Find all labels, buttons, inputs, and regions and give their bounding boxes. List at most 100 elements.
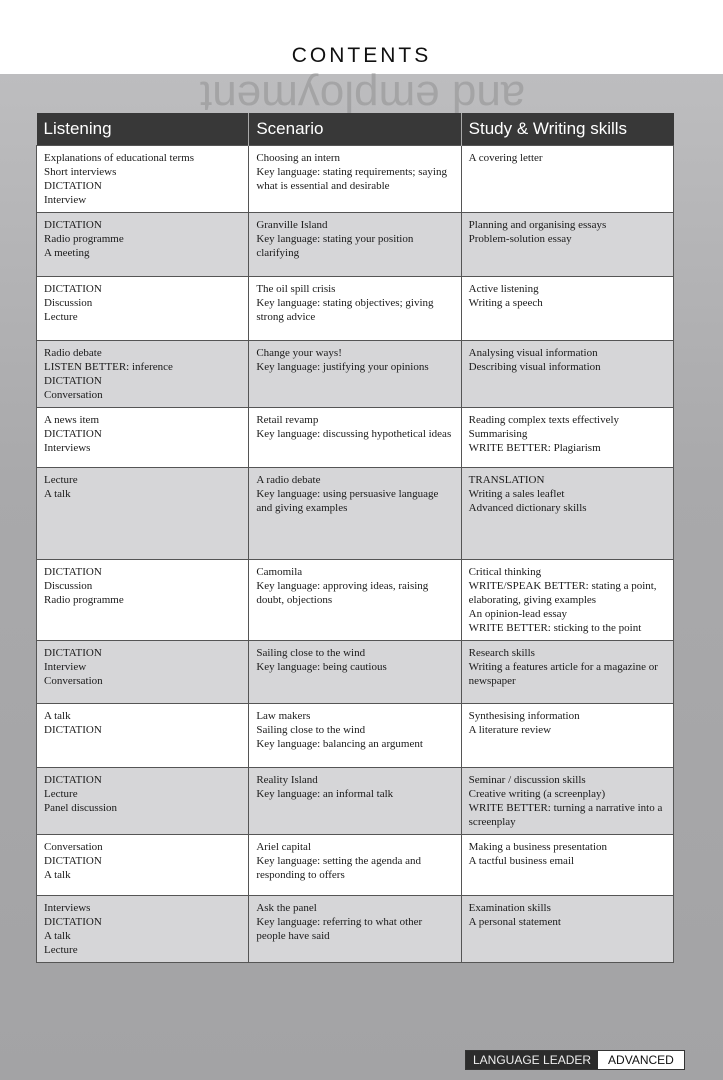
cell-line: Lecture: [44, 474, 78, 486]
cell-line: Planning and organising essays: [468, 219, 607, 231]
cell-line: DICTATION: [44, 916, 102, 928]
cell-study: Making a business presentation A tactful …: [460, 834, 675, 896]
table-row: Lecture A talk A radio debate Key language:…: [35, 467, 675, 560]
cell-line: Key language: using persuasive language …: [256, 488, 439, 514]
cell-line: Analysing visual information: [468, 347, 598, 359]
cell-line: Lecture: [44, 311, 78, 323]
cell-listening: A news item DICTATION Interviews: [35, 407, 250, 468]
cell-line: Research skills: [468, 647, 535, 659]
cell-listening: DICTATION Lecture Panel discussion: [35, 767, 250, 835]
cell-line: Summarising: [468, 428, 528, 440]
cell-line: Short interviews: [44, 166, 117, 178]
cell-line: Synthesising information: [468, 710, 580, 722]
cell-line: Advanced dictionary skills: [468, 502, 587, 514]
cell-line: WRITE BETTER: Plagiarism: [468, 442, 601, 454]
cell-scenario: The oil spill crisis Key language: statin…: [248, 276, 462, 341]
table-row: A talk DICTATION Law makers Sailing close t…: [35, 703, 675, 768]
cell-listening: A talk DICTATION: [35, 703, 250, 768]
cell-line: Choosing an intern: [256, 152, 341, 164]
cell-line: Ariel capital: [256, 841, 311, 853]
cell-scenario: Granville Island Key language: stating yo…: [248, 212, 462, 277]
cell-listening: Radio debate LISTEN BETTER: inference DICT…: [35, 340, 250, 408]
cell-listening: DICTATION Radio programme A meeting: [35, 212, 250, 277]
cell-line: DICTATION: [44, 855, 102, 867]
cell-scenario: Retail revamp Key language: discussing hy…: [248, 407, 462, 468]
cell-line: Examination skills: [468, 902, 551, 914]
cell-line: Writing a sales leaflet: [468, 488, 565, 500]
table-row: DICTATION Discussion Lecture The oil spill …: [35, 276, 675, 341]
cell-study: TRANSLATION Writing a sales leaflet Advanc…: [460, 467, 675, 560]
table-row: Explanations of educational terms Short i…: [35, 145, 675, 213]
book-footer-badge: LANGUAGE LEADER ADVANCED: [465, 1050, 685, 1070]
table-row: Conversation DICTATION A talk Ariel capital…: [35, 834, 675, 896]
cell-study: Reading complex texts effectively Summari…: [460, 407, 675, 468]
cell-line: A talk: [44, 488, 71, 500]
cell-line: Writing a features article for a magazin…: [468, 661, 658, 687]
cell-study: Synthesising information A literature rev…: [460, 703, 675, 768]
cell-line: Granville Island: [256, 219, 328, 231]
cell-line: TRANSLATION: [468, 474, 545, 486]
cell-study: Seminar / discussion skills Creative writ…: [460, 767, 675, 835]
cell-line: Radio debate: [44, 347, 102, 359]
cell-line: Creative writing (a screenplay): [468, 788, 606, 800]
cell-line: A radio debate: [256, 474, 321, 486]
cell-line: Describing visual information: [468, 361, 601, 373]
column-header-study-writing: Study & Writing skills: [460, 113, 674, 146]
cell-line: Reading complex texts effectively: [468, 414, 620, 426]
cell-line: Key language: justifying your opinions: [256, 361, 429, 373]
cell-line: Explanations of educational terms: [44, 152, 194, 164]
cell-line: Interviews: [44, 902, 91, 914]
cell-line: Ask the panel: [256, 902, 317, 914]
cell-line: Conversation: [44, 389, 103, 401]
cell-line: Interviews: [44, 442, 91, 454]
cell-listening: DICTATION Discussion Lecture: [35, 276, 250, 341]
cell-line: WRITE BETTER: turning a narrative into a…: [468, 802, 663, 828]
cell-line: Problem-solution essay: [468, 233, 572, 245]
cell-scenario: Reality Island Key language: an informal …: [248, 767, 462, 835]
cell-listening: DICTATION Discussion Radio programme: [35, 559, 250, 641]
cell-line: Key language: stating your position clar…: [256, 233, 414, 259]
cell-study: Planning and organising essays Problem-so…: [460, 212, 675, 277]
cell-scenario: Change your ways! Key language: justifyin…: [248, 340, 462, 408]
series-name: LANGUAGE LEADER: [466, 1051, 599, 1069]
cell-line: Lecture: [44, 944, 78, 956]
cell-line: DICTATION: [44, 428, 102, 440]
cell-study: Research skills Writing a features articl…: [460, 640, 675, 704]
cell-scenario: Law makers Sailing close to the wind Key l…: [248, 703, 462, 768]
cell-study: Critical thinking WRITE/SPEAK BETTER: sta…: [460, 559, 675, 641]
cell-line: DICTATION: [44, 283, 102, 295]
cell-scenario: Camomila Key language: approving ideas, r…: [248, 559, 462, 641]
cell-line: Camomila: [256, 566, 303, 578]
cell-line: Interview: [44, 661, 87, 673]
table-header-row: Listening Scenario Study & Writing skill…: [36, 113, 674, 146]
cell-line: DICTATION: [44, 180, 102, 192]
cell-line: Radio programme: [44, 594, 124, 606]
cell-listening: Interviews DICTATION A talk Lecture: [35, 895, 250, 963]
cell-line: Writing a speech: [468, 297, 543, 309]
cell-scenario: Choosing an intern Key language: stating …: [248, 145, 462, 213]
cell-line: Making a business presentation: [468, 841, 608, 853]
cell-listening: Lecture A talk: [35, 467, 250, 560]
cell-line: Key language: referring to what other pe…: [256, 916, 423, 942]
table-row: DICTATION Lecture Panel discussion Reality …: [35, 767, 675, 835]
cell-listening: DICTATION Interview Conversation: [35, 640, 250, 704]
cell-line: WRITE/SPEAK BETTER: stating a point, ela…: [468, 580, 657, 606]
cell-line: Key language: an informal talk: [256, 788, 394, 800]
table-row: Radio debate LISTEN BETTER: inference DICT…: [35, 340, 675, 408]
table-row: DICTATION Interview Conversation Sailing cl…: [35, 640, 675, 704]
cell-line: Key language: balancing an argument: [256, 738, 423, 750]
cell-line: Key language: approving ideas, raising d…: [256, 580, 429, 606]
cell-study: Analysing visual information Describing v…: [460, 340, 675, 408]
cell-line: A talk: [44, 930, 71, 942]
cell-line: A talk: [44, 710, 71, 722]
cell-study: A covering letter: [460, 145, 675, 213]
cell-line: Discussion: [44, 580, 93, 592]
cell-line: DICTATION: [44, 375, 102, 387]
cell-line: Critical thinking: [468, 566, 542, 578]
cell-line: Law makers: [256, 710, 311, 722]
cell-line: Panel discussion: [44, 802, 118, 814]
cell-line: Seminar / discussion skills: [468, 774, 586, 786]
page-title: CONTENTS: [291, 44, 432, 67]
cell-line: Radio programme: [44, 233, 124, 245]
cell-line: DICTATION: [44, 724, 102, 736]
